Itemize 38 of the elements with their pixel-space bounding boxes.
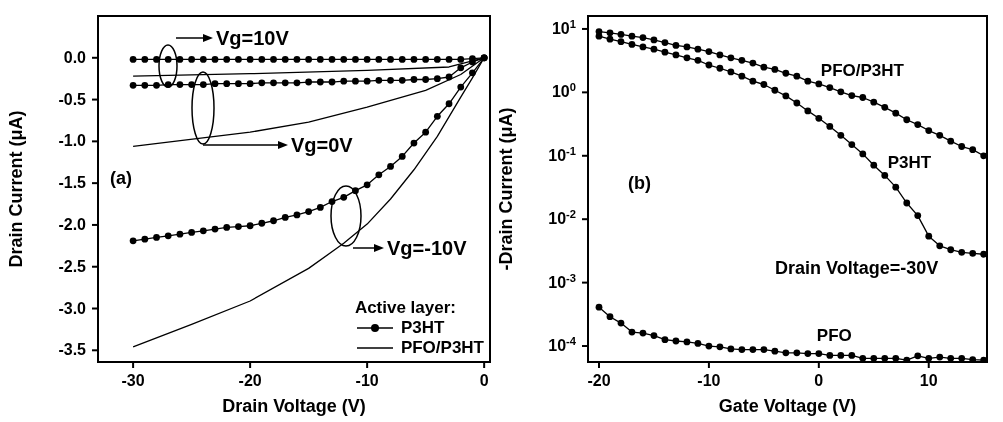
x-axis-title: Gate Voltage (V): [718, 396, 857, 416]
y-tick-label: 10$^{1}$: [551, 17, 576, 37]
legend-title: Active layer:: [354, 298, 457, 318]
x-tick-label: -10: [697, 372, 721, 389]
legend-label: PFO/P3HT: [400, 338, 484, 358]
y-tick-label: -2.0: [58, 215, 87, 233]
annotation: (a): [110, 168, 132, 189]
annotation: Vg=-10V: [387, 236, 467, 260]
x-tick-label: 0: [814, 372, 824, 389]
y-tick-label: -3.5: [58, 341, 87, 359]
y-tick-label: 10$^{-2}$: [548, 208, 576, 228]
y-tick-label: -1.0: [58, 132, 87, 150]
series-label: P3HT: [887, 153, 932, 173]
annotation: Vg=10V: [216, 26, 289, 50]
x-tick-label: -10: [355, 372, 379, 389]
annotation: (b): [628, 173, 651, 194]
y-tick-label: 10$^{0}$: [551, 81, 576, 101]
x-axis-title: Drain Voltage (V): [222, 396, 366, 416]
y-tick-label: -0.5: [58, 90, 87, 108]
y-tick-label: 0.0: [63, 48, 87, 66]
y-axis-title: -Drain Current (μA): [496, 107, 517, 271]
series-label: PFO: [816, 325, 852, 345]
annotation: Vg=0V: [291, 133, 353, 157]
y-tick-label: -3.0: [58, 299, 87, 317]
y-tick-label: 10$^{-4}$: [548, 335, 577, 355]
x-tick-label: -20: [587, 372, 611, 389]
series-label: PFO/P3HT: [820, 60, 905, 80]
y-tick-label: -1.5: [58, 174, 87, 192]
y-tick-label: 10$^{-3}$: [548, 271, 576, 291]
y-axis-title: Drain Current (μA): [6, 110, 27, 268]
legend-label: P3HT: [400, 318, 445, 338]
x-tick-label: -20: [238, 372, 262, 389]
y-tick-label: 10$^{-1}$: [548, 144, 576, 164]
x-tick-label: 10: [919, 372, 938, 389]
x-tick-label: -30: [121, 372, 145, 389]
y-tick-label: -2.5: [58, 257, 87, 275]
annotation: Drain Voltage=-30V: [775, 258, 939, 279]
x-tick-label: 0: [479, 372, 489, 389]
